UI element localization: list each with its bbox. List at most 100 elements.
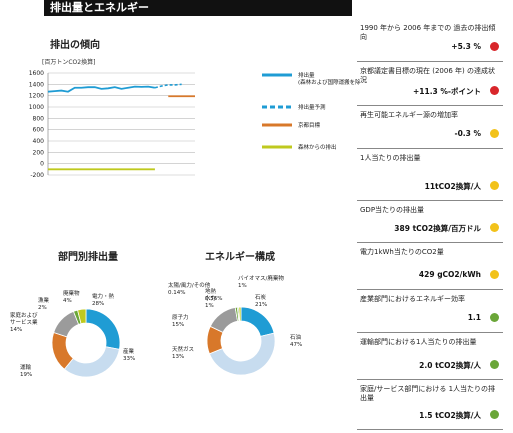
legend-label-line: 排出量: [298, 71, 315, 79]
indicator-row: 京都議定書目標の現在 (2006 年) の達成状況 +11.3 %-ポイント: [357, 61, 503, 106]
trend-unit-label: [百万トンCO2換算]: [42, 59, 96, 66]
pie-slice: [85, 308, 121, 350]
slice-label-line: 4%: [63, 298, 72, 304]
slice-label-line: 天然ガス: [172, 345, 194, 353]
indicator-value: 389 tCO2換算/百万ドル: [394, 224, 481, 233]
y-tick-label: 600: [33, 127, 45, 134]
y-tick-label: 200: [33, 149, 45, 156]
indicator-value: 2.0 tCO2換算/人: [419, 361, 481, 370]
status-dot-yellow: [490, 181, 499, 190]
slice-label-line: 13%: [172, 354, 184, 360]
indicator-label: 再生可能エネルギー源の増加率: [360, 111, 458, 119]
indicator-label: GDP当たりの排出量: [360, 206, 425, 214]
y-tick-label: 1200: [29, 93, 44, 100]
indicator-row: 産業部門におけるエネルギー効率 1.1: [357, 289, 503, 333]
slice-label-line: 太陽/風力/その他: [168, 281, 211, 289]
trend-title: 排出の傾向: [50, 40, 100, 51]
indicator-row: 家庭/サービス部門における 1人当たりの排出量 1.5 tCO2換算/人: [357, 379, 503, 430]
indicator-row: 再生可能エネルギー源の増加率 -0.3 %: [357, 105, 503, 149]
indicator-value: +11.3 %-ポイント: [412, 87, 481, 96]
pie-slice: [63, 346, 120, 378]
slice-label-line: 14%: [10, 327, 22, 333]
slice-label-line: 0.14%: [168, 290, 185, 296]
slice-label-line: 19%: [20, 372, 32, 378]
slice-label-line: 地熱: [205, 287, 217, 295]
slice-label-line: 石炭: [255, 294, 267, 301]
legend-label: 京都目標: [298, 121, 321, 129]
y-tick-label: -200: [30, 172, 44, 179]
slice-label: 太陽/風力/その他 0.14%: [168, 281, 211, 296]
slice-label-line: 1%: [205, 303, 214, 309]
y-tick-label: 1600: [29, 70, 44, 77]
slice-label: 水力 1%: [205, 294, 216, 309]
slice-label: 家庭およびサービス業 14%: [10, 311, 38, 333]
slice-label-line: サービス業: [10, 318, 38, 326]
slice-label-line: 産業: [123, 347, 135, 355]
slice-label-line: 水力: [205, 294, 216, 302]
slice-label-line: 1%: [238, 283, 247, 289]
indicator-row: 1990 年から 2006 年までの 過去の排出傾向 +5.3 %: [357, 18, 503, 62]
status-dot-yellow: [490, 270, 499, 279]
slice-label-line: 運輸: [20, 363, 32, 371]
legend-label-line: 排出量予測: [298, 103, 326, 111]
slice-label: 原子力 15%: [172, 313, 189, 328]
slice-label: 電力・熱 28%: [92, 292, 115, 307]
slice-label-line: 47%: [290, 342, 302, 348]
slice-label-line: 廃棄物: [63, 289, 80, 297]
slice-label: 地熱 0.56%: [205, 287, 222, 302]
indicator-label: 運輸部門における1人当たりの排出量: [360, 338, 477, 346]
indicator-value: 1.1: [467, 313, 481, 322]
status-dot-red: [490, 86, 499, 95]
indicator-value: 429 gCO2/kWh: [418, 270, 481, 279]
series-line-1: [154, 83, 182, 89]
y-tick-label: 1400: [29, 81, 44, 88]
slice-label-line: 0.56%: [205, 296, 222, 302]
y-tick-label: 0: [40, 161, 44, 168]
indicator-label: 京都議定書目標の現在 (2006 年) の達成状況: [360, 67, 495, 84]
indicator-label: 1990 年から 2006 年までの 過去の排出傾向: [360, 24, 496, 41]
slice-label-line: 21%: [255, 302, 267, 308]
status-dot-green: [490, 410, 499, 419]
indicator-label: 産業部門におけるエネルギー効率: [360, 295, 465, 303]
page-title: 排出量とエネルギー: [50, 1, 149, 14]
slice-label-line: 漁業: [38, 296, 50, 304]
sector-title: 部門別排出量: [58, 252, 118, 263]
energy-pie-chart: 石炭 21%石油 47%天然ガス 13%原子力 15%水力 1%地熱 0.56%太陽/風力/…: [168, 274, 302, 376]
pie-slice: [209, 307, 239, 333]
indicator-label: 家庭/サービス部門における 1人当たりの排出量: [360, 385, 496, 402]
legend-label: 排出量予測: [298, 103, 326, 111]
slice-label: 産業 33%: [123, 347, 135, 362]
y-tick-label: 400: [33, 138, 45, 145]
legend-label-line: 京都目標: [298, 121, 321, 129]
indicator-row: 運輸部門における1人当たりの排出量 2.0 tCO2換算/人: [357, 332, 503, 380]
status-dot-yellow: [490, 129, 499, 138]
indicator-value: 1.5 tCO2換算/人: [419, 411, 481, 420]
legend-label-line: (森林および国際運搬を除く): [298, 78, 360, 86]
slice-label: バイオマス/廃棄物 1%: [238, 274, 284, 289]
sector-pie-chart: 電力・熱 28%産業 33%運輸 19%家庭およびサービス業 14%漁業 2%廃棄物 4%: [10, 289, 135, 378]
slice-label-line: 家庭および: [10, 311, 38, 319]
y-tick-label: 800: [33, 115, 45, 122]
slice-label-line: バイオマス/廃棄物: [238, 274, 284, 282]
slice-label-line: 28%: [92, 301, 104, 307]
slice-label-line: 電力・熱: [92, 292, 115, 300]
indicator-value: 11tCO2換算/人: [424, 182, 481, 191]
legend-label: 森林からの排出: [298, 143, 337, 151]
slice-label: 石炭 21%: [255, 294, 267, 308]
indicator-row: 1人当たりの排出量 11tCO2換算/人: [357, 148, 503, 201]
slice-label-line: 33%: [123, 356, 135, 362]
pie-slice: [240, 306, 275, 337]
status-dot-yellow: [490, 223, 499, 232]
series-line-0: [47, 85, 156, 93]
pie-slice: [77, 308, 87, 325]
slice-label-line: 原子力: [172, 313, 189, 321]
slice-label: 漁業 2%: [38, 296, 50, 311]
status-dot-green: [490, 313, 499, 322]
header-bar: 排出量とエネルギー: [44, 0, 352, 16]
indicator-label: 1人当たりの排出量: [360, 154, 421, 162]
indicator-value: +5.3 %: [451, 42, 481, 51]
slice-label-line: 15%: [172, 322, 184, 328]
trend-chart: -200 0 200 400 600 800 1000 1200 1400 1600 排出量(森林お…: [29, 70, 360, 179]
pie-slice: [238, 306, 242, 322]
indicator-row: GDP当たりの排出量 389 tCO2換算/百万ドル: [357, 200, 503, 243]
